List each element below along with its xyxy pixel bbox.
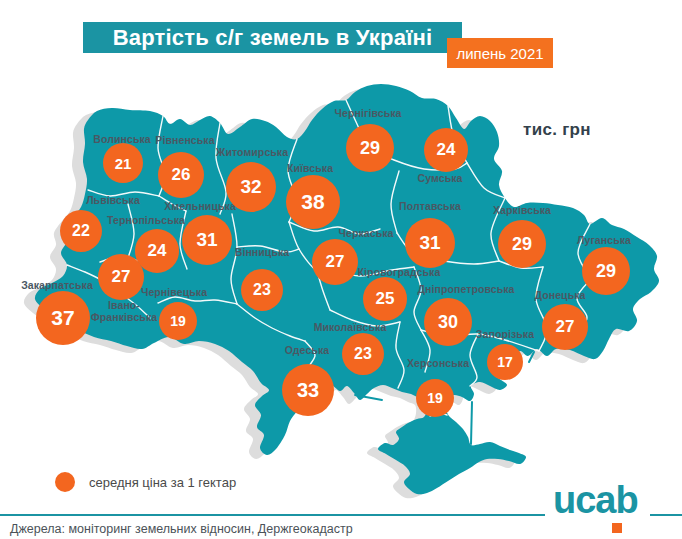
footer-line-right (650, 514, 682, 516)
region-label: Донецька (534, 289, 585, 301)
source-text: Джерела: моніторинг земельних відносин, … (10, 522, 353, 536)
price-circle: 29 (346, 124, 394, 172)
region-label: Харківська (493, 204, 551, 216)
region-label: Закарпатська (21, 279, 93, 291)
price-circle: 23 (241, 269, 283, 311)
region-label: Сумська (417, 172, 462, 184)
price-circle: 27 (312, 239, 358, 285)
region-label: Львівська (86, 194, 140, 206)
region-label: Тернопільська (107, 214, 185, 226)
price-circle: 19 (159, 302, 197, 340)
price-circle: 29 (498, 220, 546, 268)
price-circle: 19 (416, 379, 454, 417)
price-circle: 17 (487, 344, 523, 380)
region-label: Миколаївська (314, 321, 387, 333)
price-circle: 22 (60, 210, 102, 252)
ucab-logo-text: ucab (553, 481, 638, 519)
region-label: Запорізька (476, 328, 534, 340)
region-label: Івано- Франківська (91, 299, 157, 323)
price-circle: 27 (542, 304, 588, 350)
price-circle: 31 (182, 215, 232, 265)
price-circle: 26 (158, 152, 204, 198)
page-title: Вартість с/г земель в Україні (83, 22, 462, 53)
region-label: Дніпропетровська (417, 283, 514, 295)
legend-label: середня ціна за 1 гектар (89, 475, 236, 490)
footer-line-left (0, 514, 545, 516)
region-label: Житомирська (216, 146, 288, 158)
ucab-logo-square (612, 523, 622, 533)
region-label: Хмельницька (164, 200, 236, 212)
price-circle: 30 (424, 298, 472, 346)
region-label: Київська (287, 162, 333, 174)
legend-dot-icon (55, 472, 75, 492)
date-badge: липень 2021 (447, 38, 553, 68)
price-circle: 31 (405, 218, 455, 268)
region-label: Рівненська (155, 134, 214, 146)
price-circle: 37 (36, 291, 90, 345)
page-title-text: Вартість с/г земель в Україні (113, 25, 433, 51)
region-label: Чернігівська (335, 107, 402, 119)
price-circle: 38 (286, 175, 340, 229)
price-circle: 23 (342, 333, 384, 375)
region-label: Вінницька (235, 246, 290, 258)
date-badge-text: липень 2021 (456, 45, 543, 62)
region-label: Полтавська (399, 200, 461, 212)
region-label: Одеська (285, 344, 329, 356)
unit-label: тис. грн (523, 120, 591, 140)
ucab-logo: ucab (553, 481, 638, 519)
region-label: Черкаська (338, 227, 393, 239)
price-circle: 33 (282, 364, 334, 416)
price-circle: 32 (226, 162, 276, 212)
price-circle: 25 (363, 277, 407, 321)
price-circle: 24 (424, 128, 468, 172)
price-circle: 29 (582, 247, 630, 295)
region-label: Луганська (577, 234, 631, 246)
legend: середня ціна за 1 гектар (55, 472, 236, 492)
price-circle: 21 (103, 143, 143, 183)
region-label: Херсонська (407, 357, 469, 369)
region-label: Чернівецька (141, 286, 207, 298)
price-circle: 27 (98, 254, 144, 300)
